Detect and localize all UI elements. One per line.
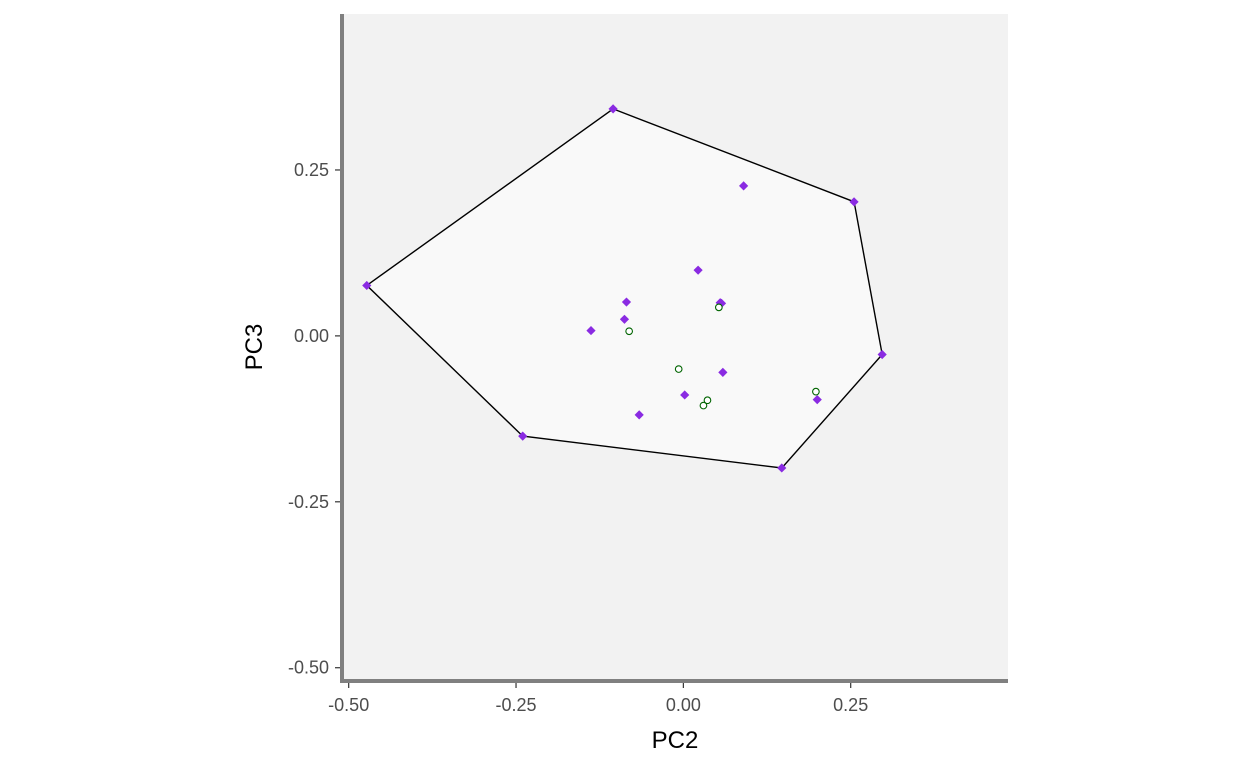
y-tick-label-3: 0.25 <box>294 160 329 180</box>
data-points <box>362 104 887 473</box>
diamond-point-3 <box>362 280 372 291</box>
circle-point-3 <box>812 387 820 396</box>
circle-point-4 <box>703 396 712 405</box>
circle-point-0 <box>714 303 723 312</box>
circle-point-5 <box>699 401 708 410</box>
diamond-point-4 <box>693 265 703 275</box>
diamond-point-14 <box>634 410 644 420</box>
x-tick-label-2: 0.00 <box>666 695 701 715</box>
x-tick-label-0: -0.50 <box>328 695 369 715</box>
diamond-point-0 <box>608 104 618 114</box>
diamond-point-10 <box>877 349 887 360</box>
diamond-point-2 <box>849 197 859 207</box>
x-tick-label-3: 0.25 <box>833 695 868 715</box>
x-axis-title: PC2 <box>652 727 699 754</box>
diamond-point-16 <box>777 463 787 473</box>
diamond-point-8 <box>619 314 630 324</box>
y-axis-ticks: -0.50 -0.25 0.00 0.25 <box>288 160 340 678</box>
diamond-point-12 <box>680 390 690 400</box>
y-tick-label-2: 0.00 <box>294 326 329 346</box>
diamond-point-5 <box>621 297 632 307</box>
y-tick-label-1: -0.25 <box>288 492 329 512</box>
diamond-point-11 <box>718 367 728 377</box>
circle-point-2 <box>674 365 683 373</box>
x-tick-label-1: -0.25 <box>496 695 537 715</box>
y-tick-label-0: -0.50 <box>288 658 329 678</box>
x-axis-ticks: -0.50 -0.25 0.00 0.25 <box>328 683 868 715</box>
diamond-point-1 <box>739 181 749 191</box>
diamond-point-9 <box>586 325 596 336</box>
diamond-point-15 <box>518 431 528 441</box>
y-axis-title: PC3 <box>241 324 268 371</box>
diamond-point-13 <box>812 394 822 405</box>
circle-point-1 <box>625 327 633 336</box>
